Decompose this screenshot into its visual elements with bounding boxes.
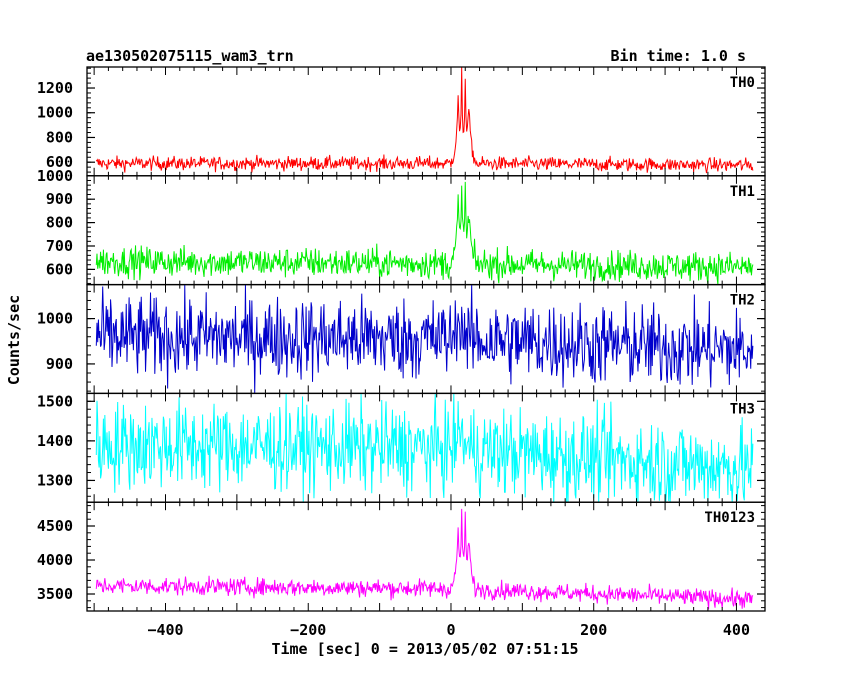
y-tick-label: 900 — [46, 355, 73, 373]
y-tick-label: 1000 — [37, 104, 73, 122]
y-tick-label: 900 — [46, 190, 73, 208]
panel-th3: 1300 1400 1500 TH3 — [37, 392, 766, 503]
chart-subtitle: Bin time: 1.0 s — [611, 47, 746, 65]
y-tick-label: 1300 — [37, 471, 73, 489]
y-tick-label: 4000 — [37, 551, 73, 569]
y-tick-label: 1400 — [37, 432, 73, 450]
y-tick-label: 800 — [46, 128, 73, 146]
panel-label: TH1 — [730, 184, 755, 200]
y-tick-label: 600 — [46, 260, 73, 278]
panel-label: TH0123 — [704, 510, 755, 526]
y-tick-label: 3500 — [37, 585, 73, 603]
y-tick-label: 1000 — [37, 310, 73, 328]
x-tick-label: 400 — [723, 621, 750, 639]
panel-frame — [86, 66, 766, 177]
x-axis: −400 −200 0 200 400 — [147, 621, 750, 639]
panel-th1: 600 700 800 900 1000 TH1 — [37, 167, 766, 286]
x-tick-label: −200 — [290, 621, 326, 639]
y-tick-label: 1500 — [37, 392, 73, 410]
y-tick-label: 1200 — [37, 79, 73, 97]
x-tick-label: −400 — [147, 621, 183, 639]
y-tick-label: 800 — [46, 214, 73, 232]
panel-th0: 600 800 1000 1200 TH0 — [37, 66, 766, 177]
panel-label: TH3 — [730, 401, 755, 417]
y-tick-label: 4500 — [37, 517, 73, 535]
panel-label: TH2 — [730, 293, 755, 309]
panels-group: 600 800 1000 1200 TH0 600 700 800 900 1000 TH1 900 1… — [37, 66, 766, 612]
series-line-th2 — [95, 284, 754, 393]
series-line-th0123 — [95, 508, 754, 610]
series-line-th1 — [95, 181, 754, 285]
panel-th2: 900 1000 TH2 — [37, 283, 766, 395]
y-tick-label: 700 — [46, 237, 73, 255]
panel-label: TH0 — [730, 75, 755, 91]
chart-title: ae130502075115_wam3_trn — [86, 47, 294, 65]
x-axis-label: Time [sec] 0 = 2013/05/02 07:51:15 — [271, 640, 578, 658]
x-tick-label: 200 — [580, 621, 607, 639]
panel-th0123: 3500 4000 4500 TH0123 — [37, 501, 766, 612]
y-tick-label: 1000 — [37, 167, 73, 185]
y-axis-label: Counts/sec — [5, 295, 23, 385]
x-tick-label: 0 — [446, 621, 455, 639]
panel-frame — [86, 501, 766, 612]
y-tick-label: 600 — [46, 153, 73, 171]
series-line-th0 — [95, 66, 754, 174]
series-line-th3 — [95, 393, 754, 503]
